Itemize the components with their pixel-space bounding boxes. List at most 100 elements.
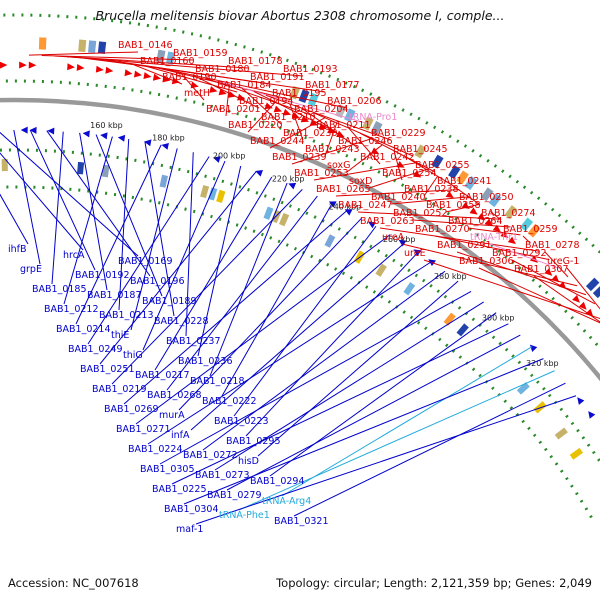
- feature-label-bab1-0229: BAB1_0229: [371, 128, 426, 139]
- reverse-cog-block-112: [516, 382, 530, 395]
- feature-label-bab1-0244: BAB1_0244: [250, 136, 305, 147]
- feature-label-maf-1: maf-1: [176, 524, 203, 535]
- leader-line-maf-1: [195, 395, 577, 525]
- feature-label-bab1-0253: BAB1_0253: [294, 168, 349, 179]
- feature-label-bab1-0263: BAB1_0263: [360, 216, 415, 227]
- reverse-gene-arrow-118: [577, 397, 585, 405]
- feature-label-bab1-0225: BAB1_0225: [152, 484, 207, 495]
- scale-tick-4: 240 kbp: [329, 202, 362, 211]
- leader-line-bab1-0210: [241, 87, 282, 125]
- reverse-cog-block-46: [216, 189, 226, 204]
- forward-cog-block-79: [448, 165, 461, 180]
- feature-label-bab1-0304: BAB1_0304: [164, 504, 219, 515]
- feature-label-bab1-0191: BAB1_0191: [250, 72, 305, 83]
- leader-line-bab1-0240: [390, 196, 470, 205]
- forward-cog-block-12: [38, 37, 47, 50]
- feature-label-trna-arg4: tRNA-Arg4: [262, 496, 311, 507]
- feature-label-bab1-0273: BAB1_0273: [195, 470, 250, 481]
- leader-line-ihfb: [0, 193, 29, 245]
- leader-line-bab1-0219: [111, 189, 303, 385]
- reverse-gene-arrow-34: [144, 139, 152, 147]
- leader-line-bab1-0184: [142, 64, 238, 93]
- forward-gene-arrow-23: [105, 66, 114, 74]
- feature-label-bab1-0247: BAB1_0247: [338, 200, 393, 211]
- feature-label-meth: metH: [184, 88, 210, 99]
- forward-gene-arrow-27: [133, 70, 142, 78]
- leader-line-bab1-0242: [348, 127, 381, 165]
- forward-gene-arrow-107: [578, 301, 587, 310]
- leader-line-uree: [423, 259, 600, 320]
- scale-tick-2: 200 kbp: [213, 151, 246, 160]
- forward-gene-arrow-10: [28, 61, 37, 69]
- forward-gene-arrow-81: [445, 191, 454, 199]
- forward-cog-block-33: [166, 51, 176, 65]
- feature-label-bab1-0193: BAB1_0193: [283, 64, 338, 75]
- leader-line-ureg-1: [566, 267, 600, 310]
- feature-label-ureg-1: ureG-1: [547, 256, 579, 267]
- forward-gene-arrow-57: [309, 119, 318, 126]
- leader-line-bab1-0146: [28, 51, 139, 56]
- forward-cog-block-77: [431, 154, 444, 169]
- forward-gene-arrow-29: [143, 72, 152, 80]
- feature-label-bab1-0239: BAB1_0239: [272, 152, 327, 163]
- feature-label-bab1-0259: BAB1_0259: [503, 224, 558, 235]
- reverse-cog-block-19: [76, 161, 85, 175]
- feature-label-bab1-0169: BAB1_0169: [118, 256, 173, 267]
- feature-label-bab1-0252: BAB1_0252: [393, 208, 448, 219]
- feature-label-bab1-0222: BAB1_0222: [202, 396, 257, 407]
- leader-line-bab1-0212: [63, 136, 113, 305]
- feature-label-bab1-0279: BAB1_0279: [207, 490, 262, 501]
- reverse-cog-block-37: [159, 174, 169, 188]
- guide-ring-3: [0, 185, 595, 522]
- feature-label-bab1-0236: BAB1_0236: [178, 356, 233, 367]
- reverse-cog-block-78: [375, 263, 387, 277]
- forward-gene-arrow-15: [67, 63, 75, 71]
- forward-cog-block-53: [298, 89, 310, 104]
- leader-line-bab1-0169: [0, 131, 139, 257]
- forward-gene-arrow-48: [273, 105, 282, 113]
- scale-tick-3: 220 kbp: [272, 174, 305, 183]
- feature-label-bab1-0242: BAB1_0242: [360, 152, 415, 163]
- feature-label-urea: ureA: [382, 232, 405, 243]
- feature-label-thig: thiG: [123, 350, 143, 361]
- forward-cog-block-83: [464, 176, 478, 190]
- feature-label-bab1-0306: BAB1_0306: [459, 256, 514, 267]
- forward-gene-arrow-30: [152, 73, 161, 81]
- forward-cog-block-94: [504, 205, 518, 219]
- leader-line-bab1-0253: [313, 162, 417, 181]
- feature-label-bab1-0246: BAB1_0246: [338, 136, 393, 147]
- feature-label-bab1-0274: BAB1_0274: [481, 208, 536, 219]
- feature-label-hisd: hisD: [238, 456, 259, 467]
- feature-label-bab1-0180: BAB1_0180: [195, 64, 250, 75]
- leader-line-trna-arg4: [281, 346, 533, 497]
- feature-label-ihfb: ihfB: [8, 244, 27, 255]
- feature-label-bab1-0213: BAB1_0213: [99, 310, 154, 321]
- feature-label-bab1-0292: BAB1_0292: [492, 248, 547, 259]
- accession-text: Accession: NC_007618: [8, 576, 139, 590]
- forward-gene-arrow-49: [282, 108, 292, 116]
- feature-label-bab1-0291: BAB1_0291: [437, 240, 492, 251]
- leader-line-bab1-0213: [118, 138, 130, 311]
- scale-tick-6: 280 kbp: [434, 272, 467, 281]
- feature-label-bab1-0245: BAB1_0245: [393, 144, 448, 155]
- forward-gene-arrow-103: [551, 274, 560, 283]
- reverse-gene-arrow-44: [213, 156, 221, 163]
- leader-line-soxd: [368, 168, 428, 189]
- reverse-cog-block-86: [403, 282, 416, 296]
- feature-label-bab1-0270: BAB1_0270: [415, 224, 470, 235]
- feature-label-bab1-0189: BAB1_0189: [142, 296, 197, 307]
- feature-label-bab1-0295: BAB1_0295: [226, 436, 281, 447]
- leader-line-thie: [130, 148, 178, 331]
- feature-label-bab1-0223: BAB1_0223: [214, 416, 269, 427]
- reverse-gene-arrow-36: [161, 142, 169, 150]
- leader-line-bab1-0263: [379, 227, 540, 252]
- map-title: Brucella melitensis biovar Abortus 2308 …: [95, 8, 505, 23]
- forward-cog-block-65: [344, 108, 356, 123]
- leader-line-bab1-0295: [245, 251, 419, 437]
- reverse-gene-arrow-28: [117, 134, 126, 142]
- forward-cog-block-106: [585, 277, 600, 292]
- leader-line-bab1-0204: [204, 77, 315, 117]
- leader-line-bab1-0238: [423, 175, 439, 197]
- leader-line-meth: [179, 71, 205, 101]
